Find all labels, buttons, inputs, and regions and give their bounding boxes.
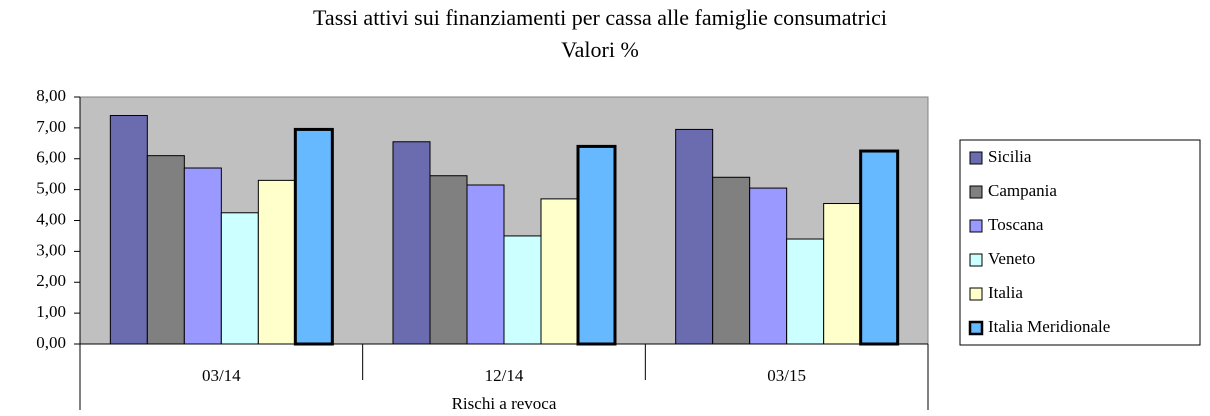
x-tick-label: 03/14 — [202, 366, 241, 385]
y-tick-label: 2,00 — [36, 271, 66, 290]
bar — [257, 179, 296, 345]
chart-subtitle: Valori % — [561, 37, 639, 62]
legend-label: Italia Meridionale — [988, 317, 1110, 336]
legend-label: Toscana — [988, 215, 1044, 234]
bar — [675, 128, 714, 345]
bar — [146, 155, 185, 345]
legend — [959, 139, 1201, 346]
y-tick-label: 1,00 — [36, 302, 66, 321]
bar — [859, 149, 900, 346]
bar — [576, 144, 617, 346]
bar — [220, 212, 259, 345]
legend-swatch — [969, 185, 983, 199]
bar — [823, 203, 862, 345]
legend-swatch — [969, 287, 983, 301]
bar — [429, 175, 468, 345]
bar — [183, 167, 222, 345]
bar — [293, 127, 334, 346]
legend-label: Sicilia — [988, 147, 1032, 166]
y-tick-label: 6,00 — [36, 148, 66, 167]
y-tick-label: 7,00 — [36, 117, 66, 136]
y-tick-label: 3,00 — [36, 240, 66, 259]
bar — [466, 184, 505, 345]
legend-swatch — [969, 151, 983, 165]
x-axis-label: Rischi a revoca — [452, 394, 557, 413]
bar — [749, 187, 788, 345]
bar — [109, 115, 148, 345]
y-tick-label: 4,00 — [36, 209, 66, 228]
x-tick-label: 12/14 — [485, 366, 524, 385]
chart-title: Tassi attivi sui finanziamenti per cassa… — [313, 5, 887, 30]
bar — [392, 141, 431, 345]
legend-label: Veneto — [988, 249, 1035, 268]
bar — [540, 198, 579, 345]
legend-label: Italia — [988, 283, 1023, 302]
legend-label: Campania — [988, 181, 1057, 200]
legend-swatch — [968, 320, 984, 336]
bar — [503, 235, 542, 345]
x-tick-label: 03/15 — [767, 366, 806, 385]
bar — [786, 238, 825, 345]
y-tick-label: 0,00 — [36, 333, 66, 352]
y-tick-label: 5,00 — [36, 179, 66, 198]
y-tick-label: 8,00 — [36, 86, 66, 105]
bar — [712, 176, 751, 345]
legend-swatch — [969, 253, 983, 267]
legend-swatch — [969, 219, 983, 233]
